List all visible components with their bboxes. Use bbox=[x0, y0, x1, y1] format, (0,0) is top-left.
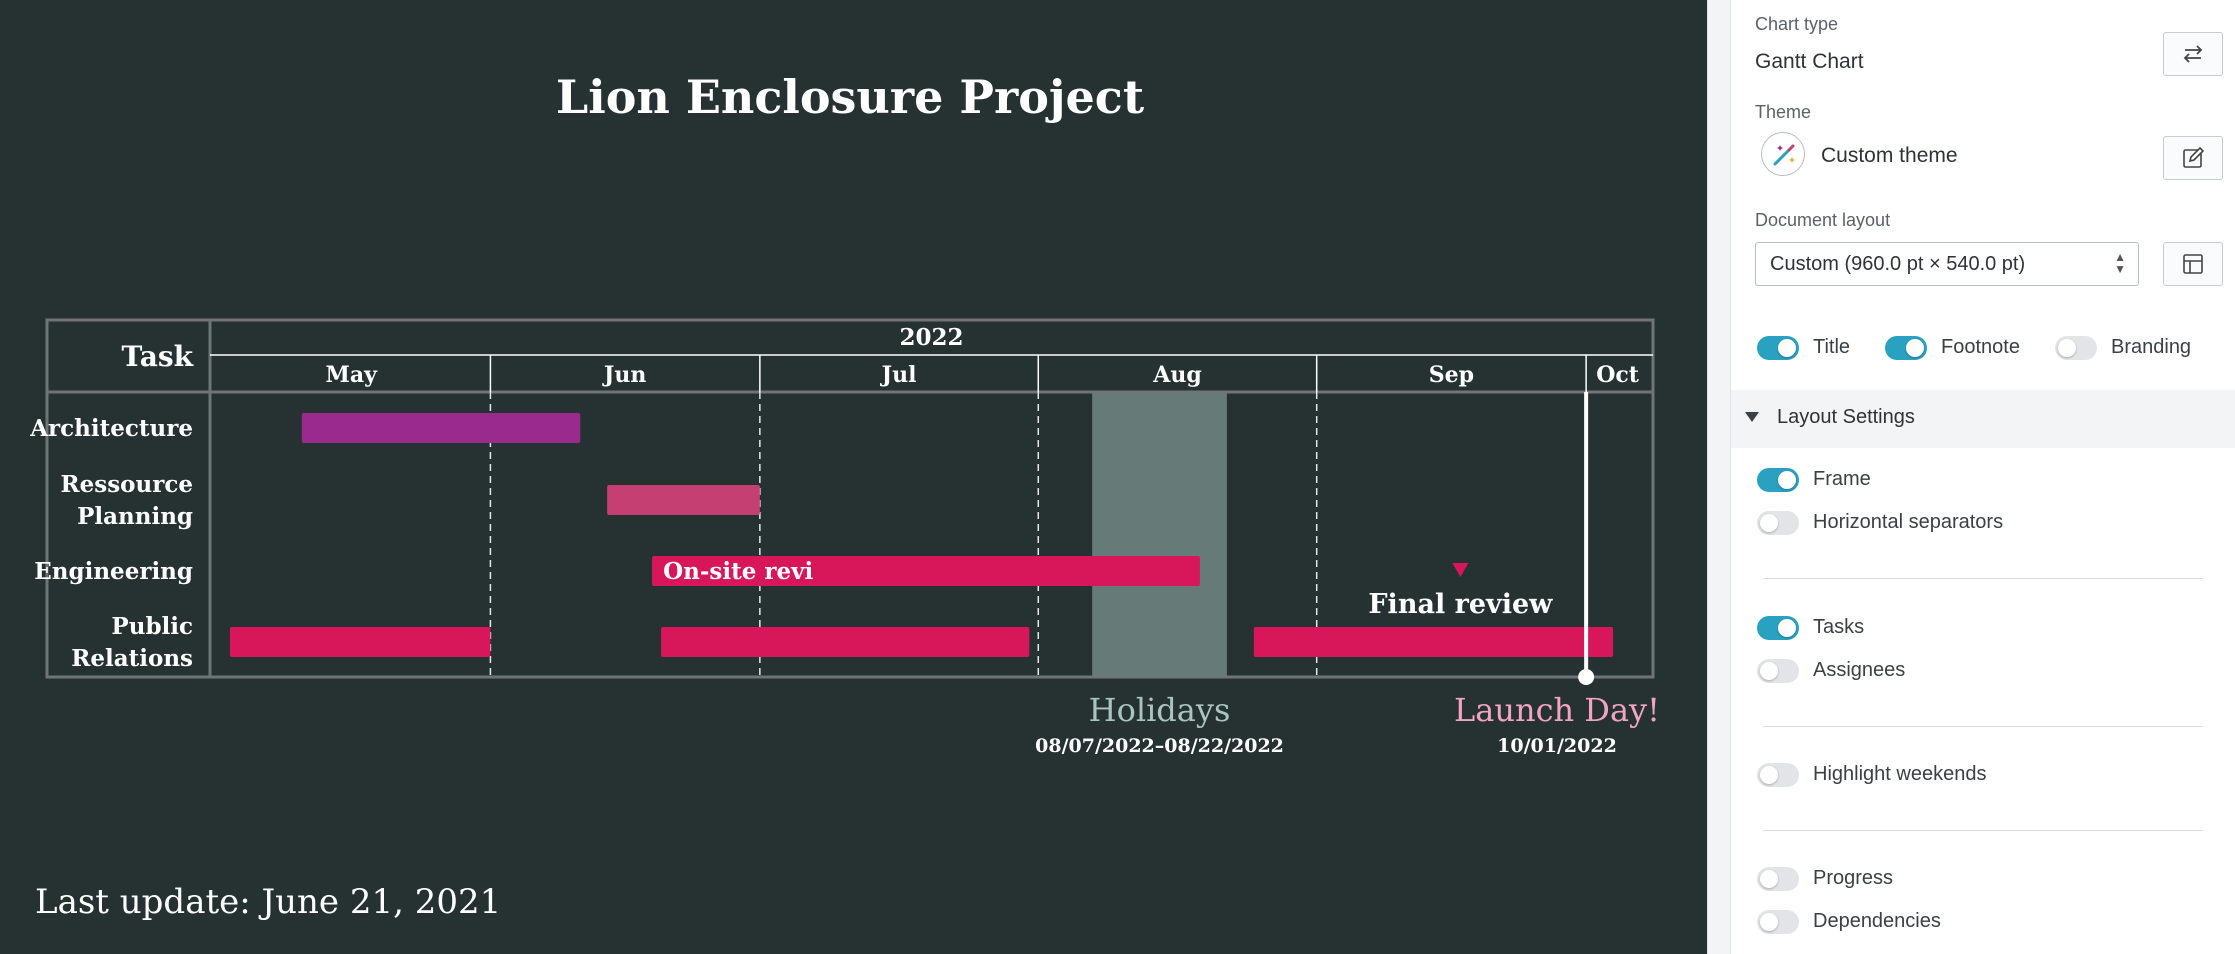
horizontal-separators-toggle-label: Horizontal separators bbox=[1813, 511, 2004, 533]
tasks-toggle-label: Tasks bbox=[1813, 616, 1865, 638]
edit-theme-button[interactable] bbox=[2163, 136, 2223, 180]
theme-preview[interactable] bbox=[1761, 132, 1805, 176]
task-label: Engineering bbox=[34, 558, 193, 585]
holiday-dates: 08/07/2022–08/22/2022 bbox=[1035, 735, 1284, 757]
settings-sidebar: Chart type Gantt Chart Theme Custom them… bbox=[1731, 0, 2235, 954]
month-label: May bbox=[326, 362, 379, 388]
layout-settings-section-header[interactable]: Layout Settings bbox=[1731, 390, 2235, 448]
title-toggle-label: Title bbox=[1813, 336, 1851, 358]
chart-type-label: Chart type bbox=[1755, 14, 1839, 34]
document-layout-select[interactable]: Custom (960.0 pt × 540.0 pt) ▲ ▼ bbox=[1755, 242, 2139, 286]
horizontal-separators-toggle[interactable] bbox=[1757, 511, 1799, 535]
chart-type-value: Gantt Chart bbox=[1755, 50, 1864, 73]
holiday-label: Holidays bbox=[1089, 691, 1231, 729]
assignees-toggle[interactable] bbox=[1757, 659, 1799, 683]
task-bar bbox=[607, 485, 760, 515]
task-label: Relations bbox=[71, 645, 193, 672]
chart-canvas[interactable]: Lion Enclosure Project Task 2022 May Jun Jul… bbox=[0, 0, 1707, 954]
branding-toggle-label: Branding bbox=[2111, 336, 2192, 358]
layout-icon bbox=[2183, 254, 2203, 274]
progress-toggle[interactable] bbox=[1757, 867, 1799, 891]
tasks-toggle[interactable] bbox=[1757, 616, 1799, 640]
month-label: Oct bbox=[1596, 362, 1640, 388]
triangle-down-icon bbox=[1745, 412, 1759, 422]
chart-title[interactable]: Lion Enclosure Project bbox=[555, 70, 1145, 124]
dependencies-toggle[interactable] bbox=[1757, 910, 1799, 934]
month-label: Jun bbox=[602, 362, 646, 388]
change-chart-type-button[interactable] bbox=[2163, 32, 2223, 76]
task-bar bbox=[229, 627, 491, 657]
footnote-toggle-label: Footnote bbox=[1941, 336, 2020, 358]
task-bar bbox=[813, 556, 1200, 586]
assignees-toggle-label: Assignees bbox=[1813, 659, 1906, 681]
title-toggle[interactable] bbox=[1757, 336, 1799, 360]
gantt-chart: Task 2022 May Jun Jul Aug Sep Oct Architecture Re… bbox=[29, 318, 1660, 757]
task-label: Architecture bbox=[29, 415, 193, 442]
month-label: Jul bbox=[880, 362, 917, 388]
event-date: 10/01/2022 bbox=[1497, 735, 1617, 757]
task-label: Public bbox=[111, 613, 193, 640]
task-label: Planning bbox=[77, 503, 193, 530]
theme-value: Custom theme bbox=[1821, 144, 1958, 167]
task-bar bbox=[652, 556, 859, 586]
task-label: Ressource bbox=[61, 471, 193, 498]
highlight-weekends-toggle[interactable] bbox=[1757, 763, 1799, 787]
highlight-weekends-toggle-label: Highlight weekends bbox=[1813, 763, 1987, 785]
layout-options-button[interactable] bbox=[2163, 242, 2223, 286]
chart-frame bbox=[45, 318, 1655, 679]
event-marker bbox=[1578, 669, 1595, 685]
divider-line bbox=[1763, 726, 2203, 727]
branding-toggle[interactable] bbox=[2055, 336, 2097, 360]
edit-icon bbox=[2183, 146, 2205, 168]
task-bar bbox=[1253, 627, 1614, 657]
divider-line bbox=[1763, 830, 2203, 831]
milestone-label: Final review bbox=[1368, 589, 1553, 620]
month-label: Sep bbox=[1429, 362, 1474, 388]
frame-toggle[interactable] bbox=[1757, 468, 1799, 492]
magic-wand-icon bbox=[1773, 144, 1795, 166]
footnote-toggle[interactable] bbox=[1885, 336, 1927, 360]
dependencies-toggle-label: Dependencies bbox=[1813, 910, 1941, 932]
milestone-marker bbox=[1452, 563, 1469, 577]
document-layout-label: Document layout bbox=[1755, 210, 1891, 230]
theme-label: Theme bbox=[1755, 102, 1812, 122]
month-label: Aug bbox=[1152, 362, 1201, 388]
holiday-period bbox=[1092, 392, 1227, 677]
divider-line bbox=[1763, 578, 2203, 579]
task-bar bbox=[661, 627, 1030, 657]
task-bar bbox=[301, 413, 581, 443]
frame-toggle-label: Frame bbox=[1813, 468, 1871, 490]
progress-toggle-label: Progress bbox=[1813, 867, 1894, 889]
event-label: Launch Day! bbox=[1454, 691, 1660, 729]
year-label: 2022 bbox=[899, 324, 963, 351]
panel-divider[interactable] bbox=[1707, 0, 1731, 954]
task-column-header: Task bbox=[122, 340, 194, 373]
layout-settings-title: Layout Settings bbox=[1777, 406, 1915, 428]
select-arrows-icon: ▲ ▼ bbox=[2114, 250, 2126, 276]
document-layout-value: Custom (960.0 pt × 540.0 pt) bbox=[1770, 253, 2026, 275]
footnote[interactable]: Last update: June 21, 2021 bbox=[35, 882, 502, 922]
swap-icon bbox=[2183, 45, 2203, 63]
